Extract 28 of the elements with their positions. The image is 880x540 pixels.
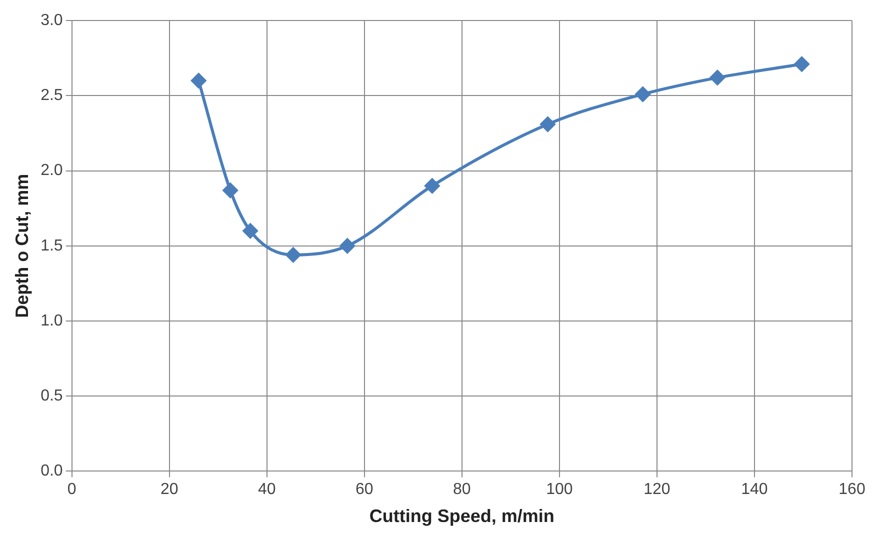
x-tick-label: 0 <box>67 481 76 498</box>
point <box>794 56 810 72</box>
point <box>242 223 258 238</box>
point <box>424 178 440 194</box>
x-tick-label: 40 <box>258 481 276 498</box>
point <box>540 116 556 132</box>
x-tick-label: 100 <box>546 481 573 498</box>
x-tick-label: 120 <box>644 481 670 498</box>
x-tick-label: 60 <box>356 481 374 498</box>
y-tick-label: 1.0 <box>40 312 63 330</box>
point <box>286 247 301 262</box>
x-tick-label: 20 <box>160 481 178 498</box>
y-tick-label: 0.5 <box>40 388 63 405</box>
point <box>710 70 725 86</box>
y-tick-label: 2.0 <box>40 162 63 180</box>
y-axis-title: Depth o Cut, mm <box>12 174 32 318</box>
y-tick-label: 1.5 <box>40 237 63 254</box>
point <box>340 238 355 254</box>
point <box>635 86 650 102</box>
x-tick-label: 160 <box>838 481 866 498</box>
y-tick-label: 0.0 <box>40 462 63 480</box>
x-tick-label: 140 <box>741 481 768 498</box>
point <box>222 182 238 198</box>
point <box>191 73 206 88</box>
y-tick-label: 3.0 <box>40 12 63 30</box>
y-tick-label: 2.5 <box>40 87 63 104</box>
x-axis-title: Cutting Speed, m/min <box>369 506 554 526</box>
x-tick-label: 80 <box>453 481 471 498</box>
